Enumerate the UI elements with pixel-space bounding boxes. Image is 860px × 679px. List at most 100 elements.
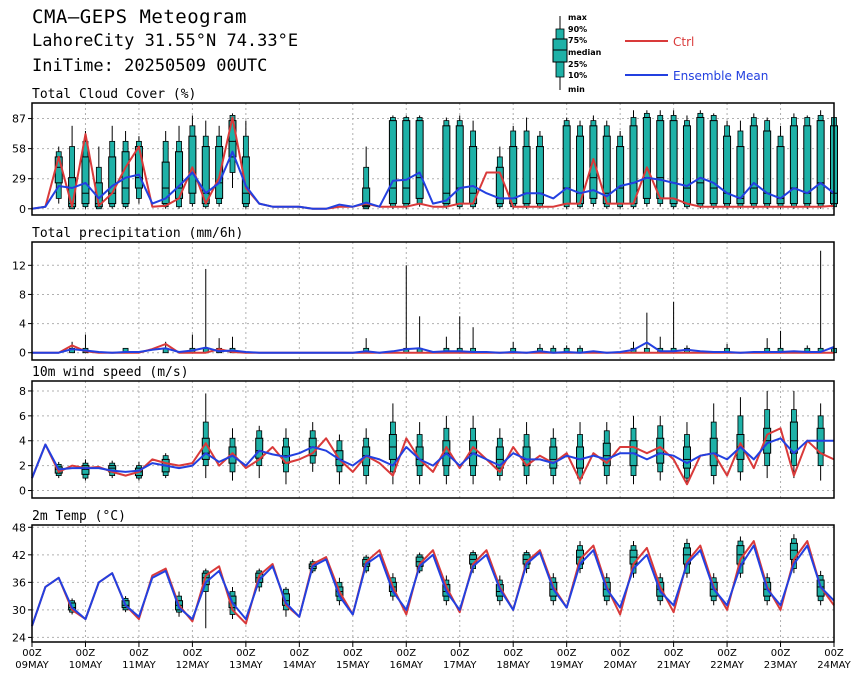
box-inner	[495, 166, 504, 205]
y-tick-label: 58	[12, 143, 26, 156]
box-inner	[709, 437, 718, 467]
legend-box-label: 25%	[568, 60, 587, 69]
x-tick-label-hour: 00Z	[717, 648, 737, 659]
y-tick-label: 87	[12, 113, 26, 126]
box-inner	[81, 465, 90, 475]
legend-box-label: 90%	[568, 25, 587, 34]
ctrl-series-line	[31, 116, 835, 210]
station-location: LahoreCity 31.55°N 74.33°E	[32, 31, 299, 51]
box-inner	[816, 120, 825, 205]
box-inner	[388, 120, 397, 205]
x-tick-label-date: 21MAY	[657, 660, 691, 671]
y-tick-label: 29	[12, 173, 26, 186]
box-inner	[602, 442, 611, 467]
panel-title: 2m Temp (°C)	[32, 509, 126, 524]
x-tick-label-hour: 00Z	[290, 648, 310, 659]
x-tick-label-date: 12MAY	[176, 660, 210, 671]
box-inner	[161, 161, 170, 205]
box-inner	[723, 135, 732, 205]
panel-frame	[31, 524, 835, 643]
box-inner	[81, 156, 90, 205]
box-inner	[495, 446, 504, 469]
x-tick-label-date: 17MAY	[443, 660, 477, 671]
x-tick-label-date: 09MAY	[15, 660, 49, 671]
y-tick-label: 36	[12, 576, 26, 589]
panel-title: Total precipitation (mm/6h)	[32, 226, 243, 241]
x-tick-label-date: 11MAY	[122, 660, 156, 671]
y-tick-label: 48	[12, 521, 26, 534]
y-tick-label: 30	[12, 604, 26, 617]
x-tick-label-hour: 00Z	[664, 648, 684, 659]
wind-panel: 10m wind speed (m/s) 8 6 4 2 0	[19, 365, 835, 499]
legend-mean-label: Ensemble Mean	[673, 69, 768, 83]
box-inner	[522, 146, 531, 205]
x-tick-label-hour: 00Z	[129, 648, 149, 659]
box-inner	[469, 146, 478, 205]
cloud-panel: Total Cloud Cover (%) 87 58 29 0	[12, 87, 838, 216]
x-tick-label-date: 20MAY	[603, 660, 637, 671]
x-tick-label-hour: 00Z	[76, 648, 96, 659]
x-tick-label-date: 23MAY	[764, 660, 798, 671]
box-inner	[455, 125, 464, 205]
legend-box-label: max	[568, 13, 588, 22]
y-tick-label: 0	[19, 485, 26, 498]
box-inner	[415, 120, 424, 199]
x-tick-label-date: 18MAY	[496, 660, 530, 671]
legend: max 90% 75% median 25% 10% min Ctrl Ensemble Mea…	[552, 13, 768, 94]
y-tick-label: 6	[19, 410, 26, 423]
y-tick-label: 42	[12, 549, 26, 562]
panel-frame	[31, 102, 835, 216]
x-tick-label-hour: 00Z	[771, 648, 791, 659]
y-tick-label: 12	[12, 259, 26, 272]
x-tick-label-hour: 00Z	[824, 648, 844, 659]
y-tick-label: 0	[19, 347, 26, 360]
box-inner	[362, 187, 371, 208]
x-tick-label-date: 19MAY	[550, 660, 584, 671]
box-inner	[215, 146, 224, 199]
box-inner	[682, 446, 691, 469]
box-inner	[616, 146, 625, 205]
x-tick-label-hour: 00Z	[343, 648, 363, 659]
x-tick-label-hour: 00Z	[236, 648, 256, 659]
panel-frame	[31, 380, 835, 499]
temp-panel: 2m Temp (°C) 48 42 36 30 24	[12, 509, 835, 644]
box-inner	[682, 125, 691, 205]
x-tick-label-hour: 00Z	[503, 648, 523, 659]
ctrl-series-line	[31, 540, 835, 627]
box-inner	[709, 120, 718, 205]
box-inner	[535, 146, 544, 205]
legend-box-label: min	[568, 85, 585, 94]
box-inner	[188, 135, 197, 194]
box-inner	[642, 117, 651, 199]
box-inner	[549, 446, 558, 469]
panel-frame	[31, 241, 835, 361]
box-inner	[803, 125, 812, 205]
x-tick-label-date: 13MAY	[229, 660, 263, 671]
box-inner	[656, 120, 665, 199]
box-inner	[442, 125, 451, 205]
box-inner	[629, 125, 638, 205]
panel-title: Total Cloud Cover (%)	[32, 87, 196, 102]
legend-box-label: 10%	[568, 71, 587, 80]
ensemble-mean-series-line	[31, 437, 834, 479]
legend-ctrl-label: Ctrl	[673, 35, 694, 49]
box-inner	[656, 437, 665, 464]
y-tick-label: 0	[19, 203, 26, 216]
box-inner	[241, 156, 250, 205]
x-tick-label-hour: 00Z	[450, 648, 470, 659]
box-inner	[696, 117, 705, 205]
x-axis: 00Z09MAY00Z10MAY00Z11MAY00Z12MAY00Z13MAY…	[15, 642, 852, 671]
ensemble-mean-series-line	[31, 544, 835, 627]
box-inner	[776, 146, 785, 205]
box-inner	[789, 421, 798, 454]
box-inner	[736, 146, 745, 205]
x-tick-label-hour: 00Z	[610, 648, 630, 659]
y-tick-label: 2	[19, 460, 26, 473]
box-inner	[509, 146, 518, 205]
x-tick-label-hour: 00Z	[22, 648, 42, 659]
box-inner	[562, 125, 571, 205]
x-tick-label-date: 24MAY	[817, 660, 851, 671]
x-tick-label-hour: 00Z	[557, 648, 577, 659]
box-inner	[255, 437, 264, 459]
